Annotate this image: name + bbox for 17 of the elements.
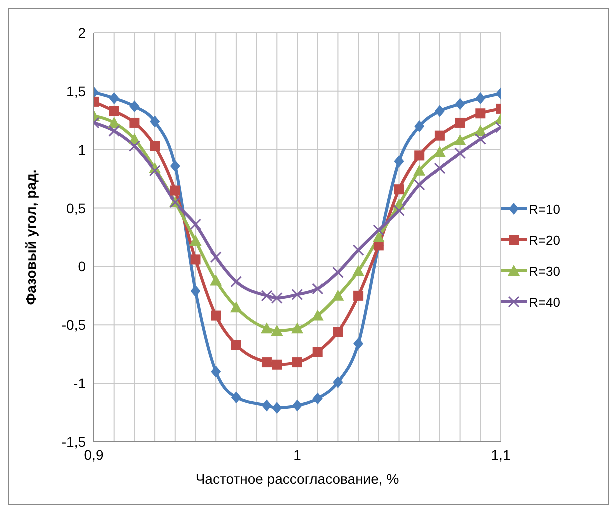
legend-label: R=40 [529,294,560,310]
y-tick-label: -1,5 [62,434,86,450]
legend-label: R=20 [529,232,560,248]
y-tick-label: 0,5 [66,200,86,216]
y-tick-label: -1 [74,376,86,392]
y-tick-label: -0,5 [62,317,86,334]
y-tick-label: 1 [78,142,86,158]
y-tick-label: 0 [78,258,86,275]
legend-label: R=30 [529,264,560,278]
x-axis-title: Частотное рассогласование, % [196,471,400,487]
y-tick-label: 1,5 [66,83,86,100]
y-tick-label: 2 [78,24,86,41]
legend-label: R=10 [529,202,560,216]
x-tick-label: 1 [294,446,302,463]
x-tick-label: 1,1 [491,446,511,463]
x-tick-label: 0,9 [84,446,104,463]
y-axis-title: Фазовый угол, рад. [22,170,39,306]
